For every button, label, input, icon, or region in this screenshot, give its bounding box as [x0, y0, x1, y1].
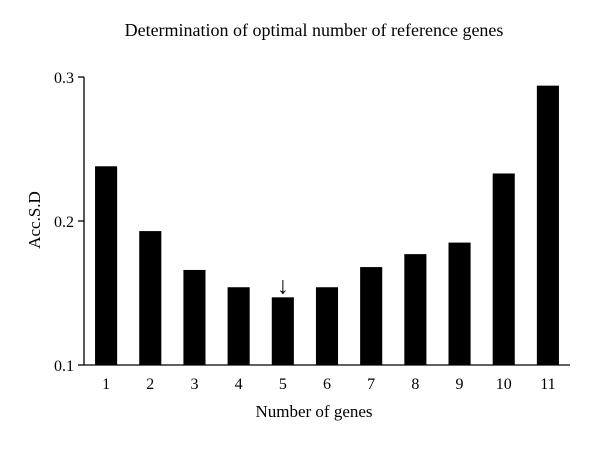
bar [227, 287, 250, 365]
x-tick-label: 7 [367, 376, 375, 393]
bar [536, 85, 559, 365]
x-axis-label: Number of genes [255, 402, 372, 421]
y-axis: 0.1 0.2 0.3 [54, 70, 85, 375]
x-tick-label: 10 [496, 376, 512, 393]
y-axis-label: Acc.S.D [25, 191, 44, 249]
chart-title: Determination of optimal number of refer… [125, 20, 504, 40]
y-tick-label: 0.2 [54, 214, 74, 231]
x-tick-label: 2 [146, 376, 154, 393]
bar [404, 254, 427, 365]
bar [271, 297, 294, 365]
arrow-annotation: ↓ [277, 273, 289, 299]
annotations: ↓ [277, 273, 289, 299]
bar [492, 173, 515, 365]
x-tick-label: 6 [323, 376, 331, 393]
bar [183, 269, 206, 365]
bar [315, 287, 339, 365]
bar [360, 267, 383, 365]
x-tick-label: 3 [190, 376, 198, 393]
bar [139, 231, 162, 365]
x-tick-label: 5 [279, 376, 287, 393]
bars [95, 85, 559, 365]
bar [95, 166, 118, 365]
x-tick-label: 8 [411, 376, 419, 393]
x-tick-label: 4 [235, 376, 243, 393]
x-tick-label: 1 [102, 376, 110, 393]
x-tick-label: 9 [456, 376, 464, 393]
y-tick-label: 0.1 [54, 358, 74, 375]
y-tick-label: 0.3 [54, 70, 74, 87]
x-tick-label: 11 [540, 376, 555, 393]
x-axis: 1 2 3 4 5 6 7 8 9 10 11 [84, 364, 570, 393]
bar [448, 242, 471, 365]
